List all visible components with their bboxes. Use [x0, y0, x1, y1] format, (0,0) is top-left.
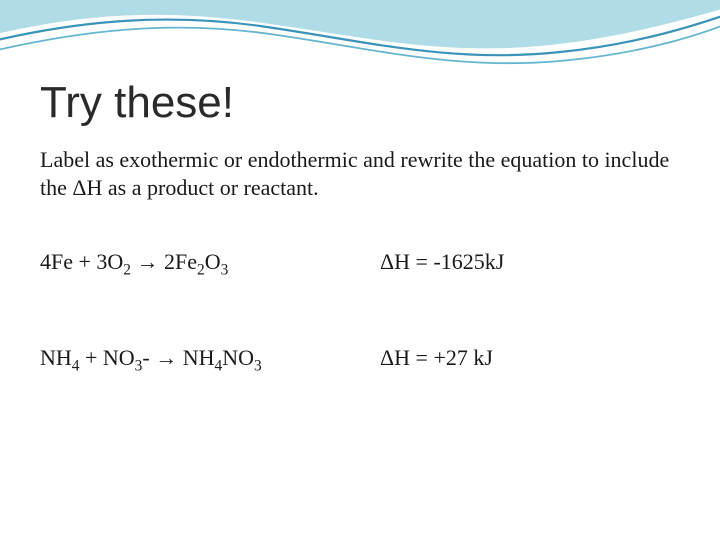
delta-h-text: ΔH = -1625kJ — [380, 249, 504, 275]
slide-content: Try these! Label as exothermic or endoth… — [40, 78, 680, 371]
decorative-wave — [0, 0, 720, 90]
problem-row: 4Fe + 3O2 → 2Fe2O3 ΔH = -1625kJ — [40, 249, 680, 275]
instruction-text: Label as exothermic or endothermic and r… — [40, 146, 680, 201]
wave-svg — [0, 0, 720, 90]
problems-list: 4Fe + 3O2 → 2Fe2O3 ΔH = -1625kJ NH4 + NO… — [40, 249, 680, 371]
slide-title: Try these! — [40, 78, 680, 128]
equation-text: NH4 + NO3- → NH4NO3 — [40, 345, 380, 371]
problem-row: NH4 + NO3- → NH4NO3 ΔH = +27 kJ — [40, 345, 680, 371]
delta-h-text: ΔH = +27 kJ — [380, 345, 493, 371]
equation-text: 4Fe + 3O2 → 2Fe2O3 — [40, 249, 380, 275]
